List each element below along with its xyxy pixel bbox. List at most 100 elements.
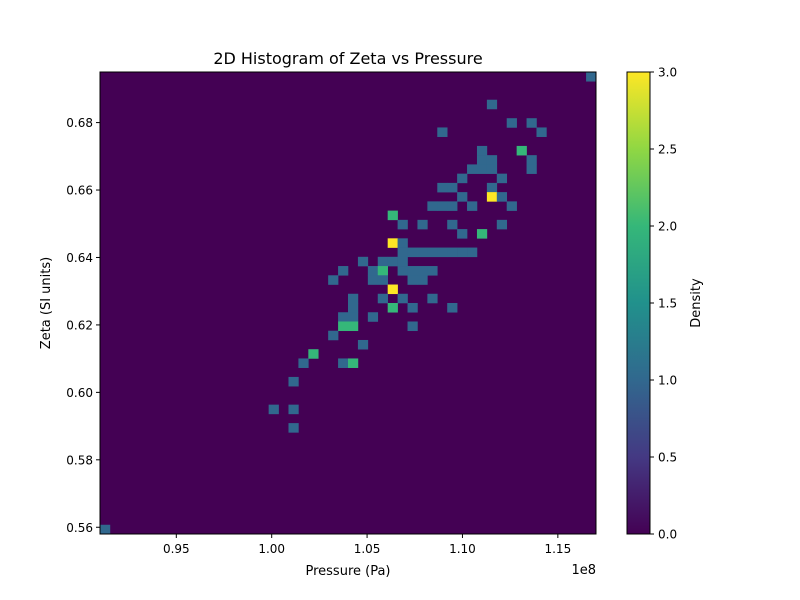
histogram-cell: [387, 303, 398, 313]
y-tick-label: 0.58: [66, 453, 93, 467]
histogram-cell: [467, 201, 478, 211]
x-axis-label: Pressure (Pa): [305, 564, 390, 579]
x-tick-label: 1.15: [544, 542, 571, 556]
histogram-cell: [328, 275, 339, 285]
histogram-cell: [348, 303, 359, 313]
histogram-cell: [447, 303, 458, 313]
histogram-cell: [457, 229, 468, 239]
histogram-cell: [467, 164, 478, 174]
x-tick-label: 1.05: [354, 542, 381, 556]
histogram-cell: [407, 303, 418, 313]
y-tick-label: 0.66: [66, 184, 93, 198]
histogram-cell: [338, 358, 349, 368]
x-axis: 0.95 1.00 1.05 1.10 1.15: [163, 534, 571, 556]
plot-frame: [99, 71, 597, 535]
histogram-cell: [397, 293, 408, 304]
histogram-cell: [586, 72, 597, 82]
x-tick-label: 1.00: [258, 542, 285, 556]
colorbar-gradient: [626, 71, 651, 535]
histogram-cell: [348, 321, 359, 332]
histogram-cells: [100, 72, 597, 535]
histogram-cell: [486, 155, 498, 165]
y-axis-label: Zeta (SI units): [39, 257, 54, 349]
histogram-cell: [496, 192, 508, 202]
colorbar-tick-label: 2.0: [658, 220, 677, 234]
histogram-cell: [397, 247, 408, 258]
histogram-cell: [407, 321, 418, 332]
histogram-cell: [387, 238, 398, 248]
histogram-cell: [397, 219, 408, 230]
y-tick-label: 0.68: [66, 116, 93, 130]
colorbar: 0.0 0.5 1.0 1.5 2.0 2.5 3.0 Density: [626, 66, 704, 542]
histogram-cell: [506, 201, 517, 211]
histogram-cell: [526, 164, 537, 174]
colorbar-tick-label: 1.0: [658, 374, 677, 388]
histogram-cell: [308, 349, 319, 359]
histogram-cell: [288, 404, 299, 415]
histogram-cell: [447, 219, 458, 230]
y-tick-label: 0.64: [66, 251, 93, 265]
histogram-cell: [437, 201, 448, 211]
colorbar-tick-label: 3.0: [658, 66, 677, 80]
histogram-cell: [457, 173, 468, 184]
y-axis: 0.56 0.58 0.60 0.62 0.64 0.66 0.68: [66, 116, 100, 535]
histogram-cell: [100, 524, 111, 535]
histogram-cell: [367, 275, 379, 285]
histogram-cell: [437, 247, 448, 258]
x-offset-label: 1e8: [571, 563, 596, 578]
histogram-cell: [387, 256, 398, 267]
histogram-cell: [377, 256, 388, 267]
histogram-cell: [338, 321, 349, 332]
histogram-cell: [288, 376, 299, 387]
histogram-cell: [417, 219, 428, 230]
colorbar-tick-label: 2.5: [658, 143, 677, 157]
histogram-cell: [407, 275, 418, 285]
histogram-cell: [268, 404, 279, 415]
histogram-cell: [377, 293, 388, 304]
histogram-cell: [496, 219, 508, 230]
histogram-cell: [476, 164, 488, 174]
histogram-cell: [338, 312, 349, 322]
histogram-cell: [338, 266, 349, 276]
colorbar-tick-label: 0.0: [658, 528, 677, 542]
histogram-cell: [457, 247, 468, 258]
histogram-cell: [367, 312, 379, 322]
histogram-cell: [437, 127, 448, 137]
histogram-cell: [457, 192, 468, 202]
colorbar-tick-label: 1.5: [658, 297, 677, 311]
histogram-cell: [427, 266, 438, 276]
histogram-cell: [348, 312, 359, 322]
colorbar-tick-label: 0.5: [658, 451, 677, 465]
histogram-cell: [397, 266, 408, 276]
histogram-cell: [387, 284, 398, 295]
histogram-cell: [486, 99, 498, 110]
histogram-cell: [427, 247, 438, 258]
histogram-cell: [476, 145, 488, 156]
histogram-cell: [427, 201, 438, 211]
histogram-cell: [496, 173, 508, 184]
histogram-cell: [288, 423, 299, 433]
y-tick-label: 0.56: [66, 521, 93, 535]
histogram-cell: [526, 118, 537, 128]
histogram-cell: [367, 266, 379, 276]
histogram-cell: [377, 275, 388, 285]
histogram-cell: [417, 247, 428, 258]
chart-title: 2D Histogram of Zeta vs Pressure: [213, 49, 482, 68]
histogram-cell: [407, 247, 418, 258]
histogram-cell: [377, 266, 388, 276]
histogram-cell: [387, 210, 398, 221]
histogram-cell: [506, 118, 517, 128]
histogram-cell: [526, 155, 537, 165]
histogram-cell: [397, 238, 408, 248]
x-tick-label: 0.95: [163, 542, 190, 556]
histogram-cell: [476, 155, 488, 165]
histogram-cell: [437, 182, 448, 193]
histogram-cell: [407, 266, 418, 276]
histogram-cell: [447, 201, 458, 211]
histogram-cell: [328, 330, 339, 341]
histogram-cell: [357, 339, 369, 350]
histogram-cell: [486, 192, 498, 202]
y-tick-label: 0.60: [66, 386, 93, 400]
histogram-cell: [417, 266, 428, 276]
